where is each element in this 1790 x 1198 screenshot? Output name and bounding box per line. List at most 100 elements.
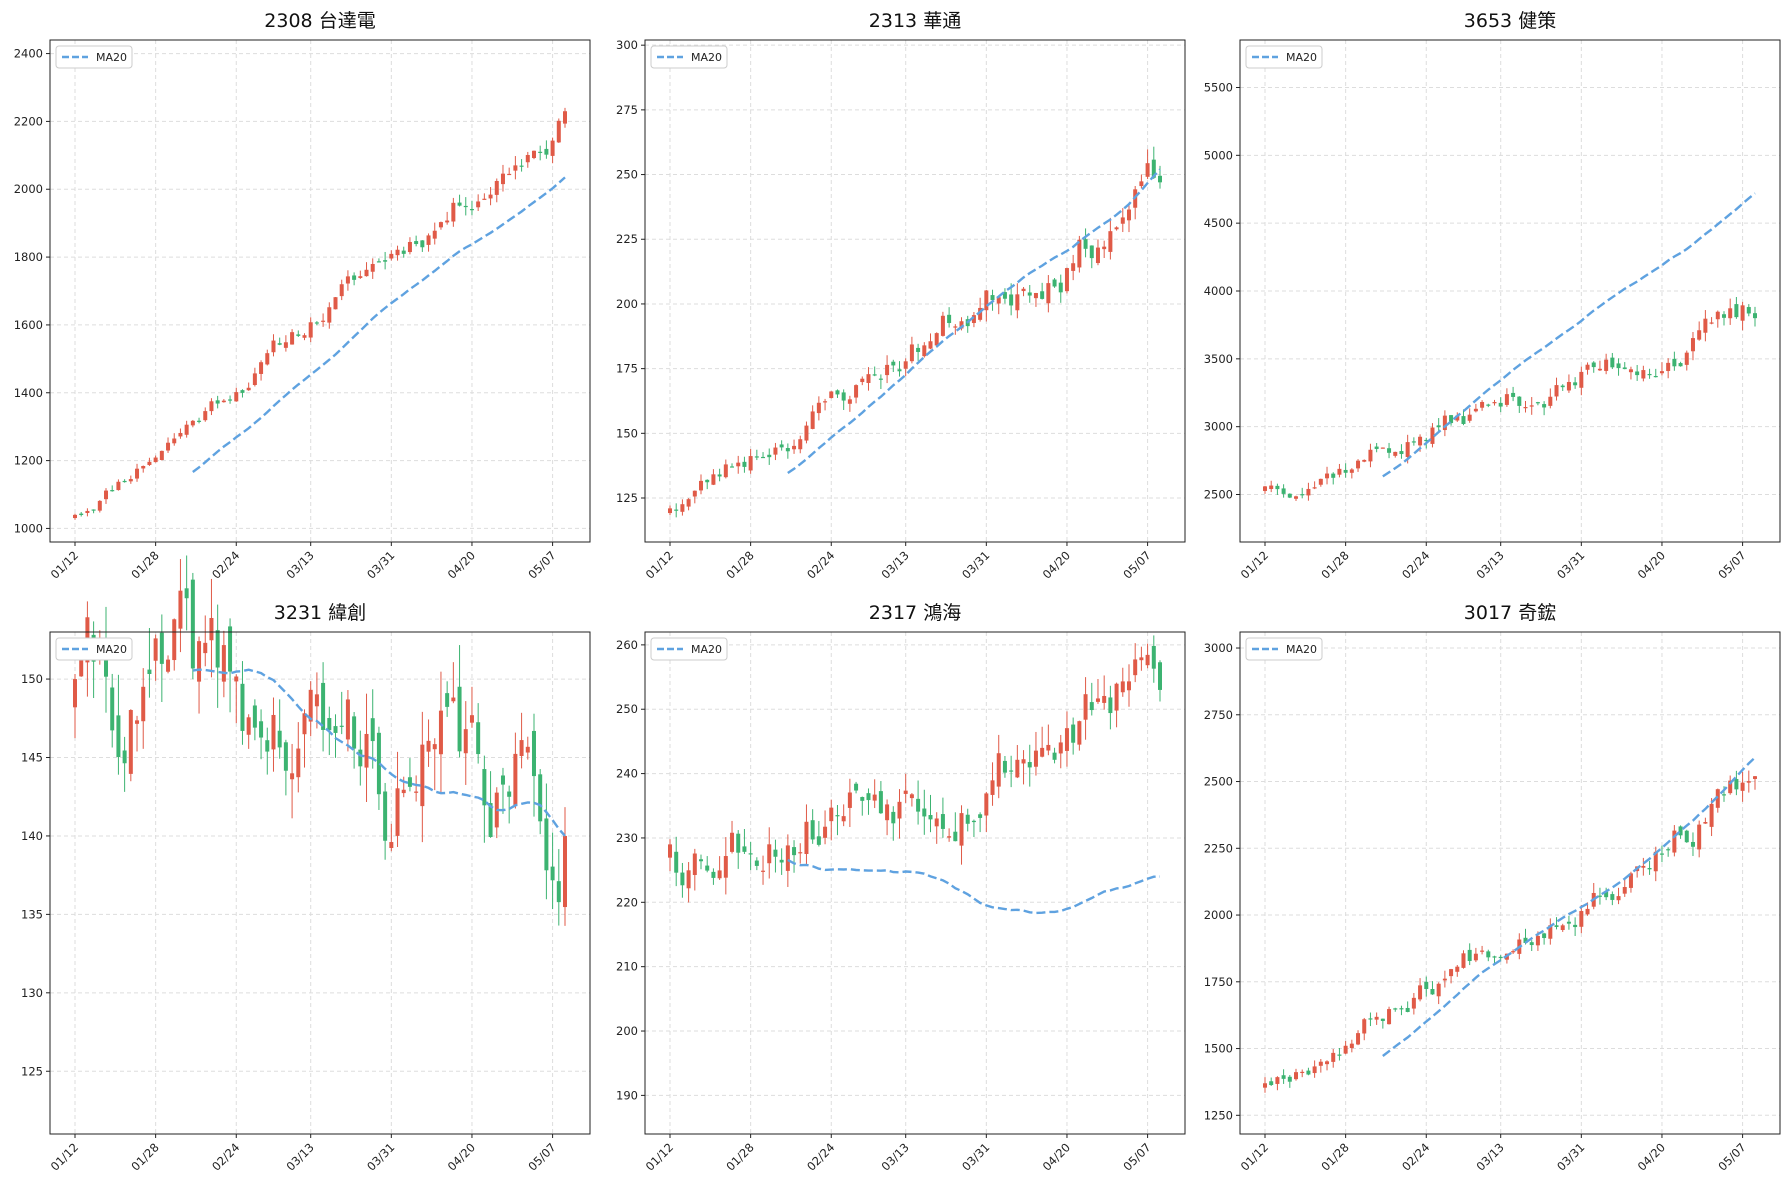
candle xyxy=(1269,1077,1274,1086)
candle xyxy=(1380,447,1385,449)
candle xyxy=(1275,1076,1280,1091)
chart-title: 3017 奇鋐 xyxy=(1463,602,1557,624)
candle-body xyxy=(110,490,115,492)
candle-body xyxy=(1523,407,1528,409)
candle xyxy=(488,187,493,206)
candle xyxy=(971,312,976,328)
candle xyxy=(810,809,815,844)
candle-body xyxy=(761,870,766,872)
candle xyxy=(1628,871,1633,893)
candle-body xyxy=(773,849,778,857)
candle xyxy=(1746,770,1751,793)
candle-body xyxy=(1635,371,1640,376)
x-tick-label: 03/31 xyxy=(1554,1140,1587,1173)
candle xyxy=(1331,472,1336,485)
candle-body xyxy=(947,314,952,324)
y-tick-label: 260 xyxy=(616,638,638,652)
candle-body xyxy=(736,462,741,467)
legend: MA20 xyxy=(650,637,728,661)
candle-body xyxy=(358,276,363,278)
plot-frame xyxy=(49,631,591,1135)
candle xyxy=(135,715,140,752)
candle xyxy=(116,479,121,491)
candle-body xyxy=(705,865,710,871)
candle xyxy=(1697,820,1702,858)
candle xyxy=(1424,976,1429,997)
candle-body xyxy=(265,353,270,365)
candle xyxy=(1498,955,1503,962)
candle xyxy=(705,856,710,873)
candle-body xyxy=(1331,473,1336,478)
candle-body xyxy=(965,814,970,824)
candle xyxy=(308,317,313,343)
x-tick-label: 03/13 xyxy=(1473,548,1506,581)
x-tick-label: 03/13 xyxy=(878,548,911,581)
y-tick-label: 1400 xyxy=(14,386,43,400)
candle xyxy=(1573,377,1578,389)
candle-body xyxy=(321,320,326,322)
x-tick-label: 03/13 xyxy=(878,1140,911,1173)
candle-body xyxy=(457,686,462,752)
candle-body xyxy=(538,774,543,822)
candle xyxy=(1287,493,1292,499)
candle xyxy=(85,508,90,517)
candle-body xyxy=(1486,951,1491,958)
candle-body xyxy=(116,481,121,491)
candle xyxy=(1089,245,1094,269)
candle-body xyxy=(841,816,846,822)
candle xyxy=(494,787,499,839)
y-tick-label: 300 xyxy=(616,38,638,52)
candle-body xyxy=(748,853,753,855)
candle xyxy=(1517,396,1522,413)
candle xyxy=(1473,947,1478,963)
candle xyxy=(370,258,375,279)
candle-body xyxy=(1535,402,1540,404)
x-tick-label: 04/20 xyxy=(1040,1140,1073,1173)
candle xyxy=(742,456,747,473)
candle xyxy=(810,405,815,430)
candle-body xyxy=(1467,949,1472,961)
candle-body xyxy=(1405,1007,1410,1012)
candle-body xyxy=(190,579,195,669)
candle xyxy=(668,505,672,516)
candle-body xyxy=(1554,385,1559,397)
candle-body xyxy=(153,638,158,661)
candle-body xyxy=(1343,469,1348,473)
candle xyxy=(1120,208,1125,233)
y-tick-label: 3000 xyxy=(1204,641,1233,655)
candle xyxy=(531,713,536,817)
candle xyxy=(1449,414,1454,426)
candle-body xyxy=(754,860,759,866)
candle-body xyxy=(271,340,276,353)
candle xyxy=(916,343,921,361)
candle xyxy=(1467,943,1472,966)
candle xyxy=(1368,1012,1373,1027)
candle-body xyxy=(711,871,716,878)
candle xyxy=(407,758,412,792)
candle-body xyxy=(1269,485,1274,490)
y-tick-label: 2750 xyxy=(1204,708,1233,722)
candle xyxy=(779,848,784,875)
candle xyxy=(1294,1068,1299,1081)
candle xyxy=(816,821,821,847)
candle xyxy=(469,200,474,216)
candle-body xyxy=(1461,953,1466,968)
candle xyxy=(804,804,809,865)
candle-body xyxy=(1046,283,1051,304)
candle-body xyxy=(1721,794,1726,796)
candle-body xyxy=(463,205,468,208)
candle-body xyxy=(835,390,840,395)
candle-body xyxy=(959,813,964,846)
candle xyxy=(1684,829,1689,843)
candle-body xyxy=(407,777,412,787)
candle-body xyxy=(352,275,357,280)
candle-body xyxy=(246,717,251,735)
y-tick-label: 2000 xyxy=(14,182,43,196)
candle xyxy=(166,437,171,453)
candle xyxy=(197,417,202,424)
candle xyxy=(345,270,350,291)
candle xyxy=(1399,1005,1404,1016)
x-tick-label: 02/24 xyxy=(209,548,242,581)
candle xyxy=(314,672,319,729)
candle xyxy=(97,500,102,513)
